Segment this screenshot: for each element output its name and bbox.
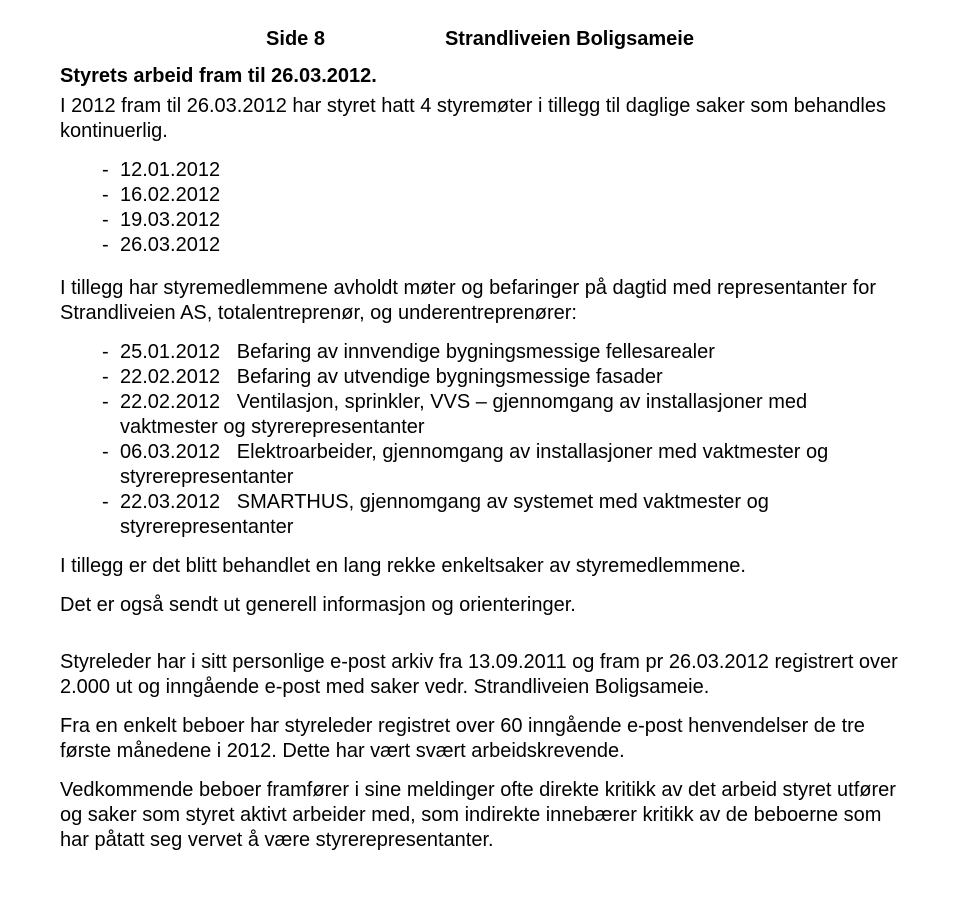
- dash-icon: -: [102, 233, 120, 258]
- event-text: Befaring av utvendige bygningsmessige fa…: [237, 366, 663, 388]
- event-body: 22.02.2012 Befaring av utvendige bygning…: [120, 365, 900, 390]
- list-item: - 16.02.2012: [102, 183, 900, 208]
- dash-icon: -: [102, 208, 120, 233]
- event-date: 06.03.2012: [120, 441, 220, 463]
- dash-icon: -: [102, 365, 120, 390]
- event-date: 25.01.2012: [120, 341, 220, 363]
- page-number: Side 8: [266, 28, 325, 51]
- dash-icon: -: [102, 440, 120, 465]
- meeting-date: 12.01.2012: [120, 158, 220, 183]
- list-item: - 22.02.2012 Ventilasjon, sprinkler, VVS…: [102, 390, 900, 440]
- event-date: 22.03.2012: [120, 491, 220, 513]
- list-item: - 12.01.2012: [102, 158, 900, 183]
- dash-icon: -: [102, 183, 120, 208]
- event-date: 22.02.2012: [120, 391, 220, 413]
- spacer: [60, 632, 900, 650]
- meeting-date: 26.03.2012: [120, 233, 220, 258]
- kritikk-paragraph: Vedkommende beboer framfører i sine meld…: [60, 778, 900, 853]
- meeting-date: 19.03.2012: [120, 208, 220, 233]
- event-text: Elektroarbeider, gjennomgang av installa…: [120, 441, 828, 488]
- section-title: Styrets arbeid fram til 26.03.2012.: [60, 65, 900, 88]
- event-body: 25.01.2012 Befaring av innvendige bygnin…: [120, 340, 900, 365]
- epost-paragraph: Styreleder har i sitt personlige e-post …: [60, 650, 900, 700]
- doc-title: Strandliveien Boligsameie: [445, 28, 694, 51]
- event-body: 06.03.2012 Elektroarbeider, gjennomgang …: [120, 440, 900, 490]
- page-header: Side 8 Strandliveien Boligsameie: [60, 28, 900, 51]
- list-item: - 22.02.2012 Befaring av utvendige bygni…: [102, 365, 900, 390]
- beboer-paragraph: Fra en enkelt beboer har styreleder regi…: [60, 714, 900, 764]
- dash-icon: -: [102, 340, 120, 365]
- list-item: - 25.01.2012 Befaring av innvendige bygn…: [102, 340, 900, 365]
- event-body: 22.03.2012 SMARTHUS, gjennomgang av syst…: [120, 490, 900, 540]
- list-item: - 06.03.2012 Elektroarbeider, gjennomgan…: [102, 440, 900, 490]
- list-item: - 22.03.2012 SMARTHUS, gjennomgang av sy…: [102, 490, 900, 540]
- representatives-intro: I tillegg har styremedlemmene avholdt mø…: [60, 276, 900, 326]
- events-list: - 25.01.2012 Befaring av innvendige bygn…: [102, 340, 900, 540]
- event-date: 22.02.2012: [120, 366, 220, 388]
- meeting-date: 16.02.2012: [120, 183, 220, 208]
- meeting-dates-list: - 12.01.2012 - 16.02.2012 - 19.03.2012 -…: [102, 158, 900, 258]
- dash-icon: -: [102, 390, 120, 415]
- intro-paragraph: I 2012 fram til 26.03.2012 har styret ha…: [60, 94, 900, 144]
- enkeltsaker-paragraph: I tillegg er det blitt behandlet en lang…: [60, 554, 900, 579]
- dash-icon: -: [102, 490, 120, 515]
- list-item: - 19.03.2012: [102, 208, 900, 233]
- info-paragraph: Det er også sendt ut generell informasjo…: [60, 593, 900, 618]
- event-text: Ventilasjon, sprinkler, VVS – gjennomgan…: [120, 391, 807, 438]
- dash-icon: -: [102, 158, 120, 183]
- event-text: Befaring av innvendige bygningsmessige f…: [237, 341, 715, 363]
- list-item: - 26.03.2012: [102, 233, 900, 258]
- document-page: Side 8 Strandliveien Boligsameie Styrets…: [0, 0, 960, 907]
- event-body: 22.02.2012 Ventilasjon, sprinkler, VVS –…: [120, 390, 900, 440]
